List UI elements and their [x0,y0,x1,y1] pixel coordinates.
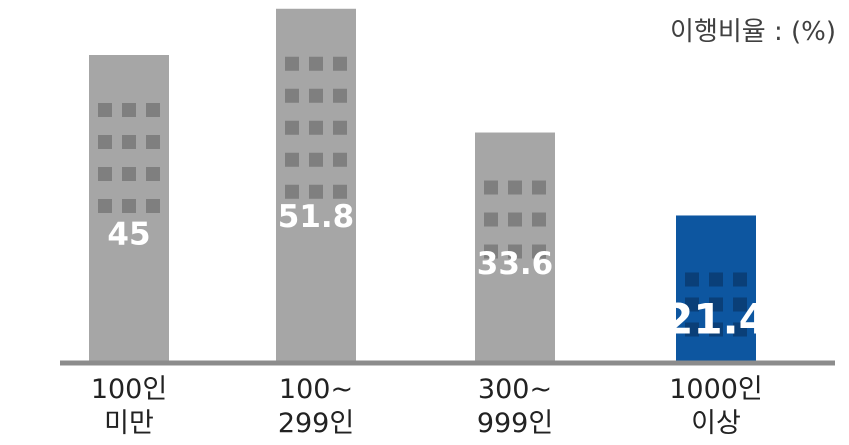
building-window [122,199,136,213]
building-window [98,103,112,117]
building-window [285,56,299,71]
building-window [532,244,546,259]
building-window [146,167,160,181]
building-window [484,244,498,259]
building-window [98,135,112,149]
building-window [532,180,546,195]
building-window [733,297,747,312]
building-window [309,184,323,199]
data-label: 21.4 [664,294,768,343]
building-window [98,167,112,181]
building-window [733,322,747,337]
building-window [685,297,699,312]
building-window [333,152,347,167]
building-window [146,103,160,117]
building-window [709,272,723,287]
building-window [508,180,522,195]
building-window [309,88,323,103]
bar-group: 21.4 [664,215,768,361]
category-label: 300~ [478,374,552,405]
building-window [333,88,347,103]
building-window [285,120,299,135]
building-window [146,135,160,149]
category-label: 1000인 [669,374,763,405]
building-window [333,120,347,135]
data-label: 33.6 [477,246,554,282]
building-window [508,212,522,227]
unit-label: 이행비율 : (%) [670,17,836,47]
building-window [122,103,136,117]
building-window [709,322,723,337]
bar-group: 45 [89,55,169,361]
building-window [285,152,299,167]
building-window [122,167,136,181]
building-window [285,184,299,199]
building-window [333,184,347,199]
building-window [309,120,323,135]
building-window [122,135,136,149]
bar-group: 33.6 [475,132,555,361]
bar [676,215,756,361]
building-window [333,56,347,71]
category-label: 100인 [91,374,167,405]
category-label: 999인 [477,408,553,439]
building-window [484,180,498,195]
building-window [309,152,323,167]
category-label: 이상 [691,408,741,439]
building-window [285,88,299,103]
building-window [146,199,160,213]
category-label: 100~ [279,374,353,405]
data-label: 51.8 [278,199,355,235]
data-label: 45 [107,217,150,253]
bars-layer: 45 51.8 33.6 21.4 [89,8,768,361]
bar-group: 51.8 [276,8,356,361]
building-window [733,272,747,287]
building-window [508,244,522,259]
building-window [685,322,699,337]
category-label: 299인 [278,408,354,439]
building-window [532,212,546,227]
building-window [98,199,112,213]
category-label: 미만 [104,408,154,439]
building-window [685,272,699,287]
building-window [484,212,498,227]
building-window [709,297,723,312]
building-window [309,56,323,71]
